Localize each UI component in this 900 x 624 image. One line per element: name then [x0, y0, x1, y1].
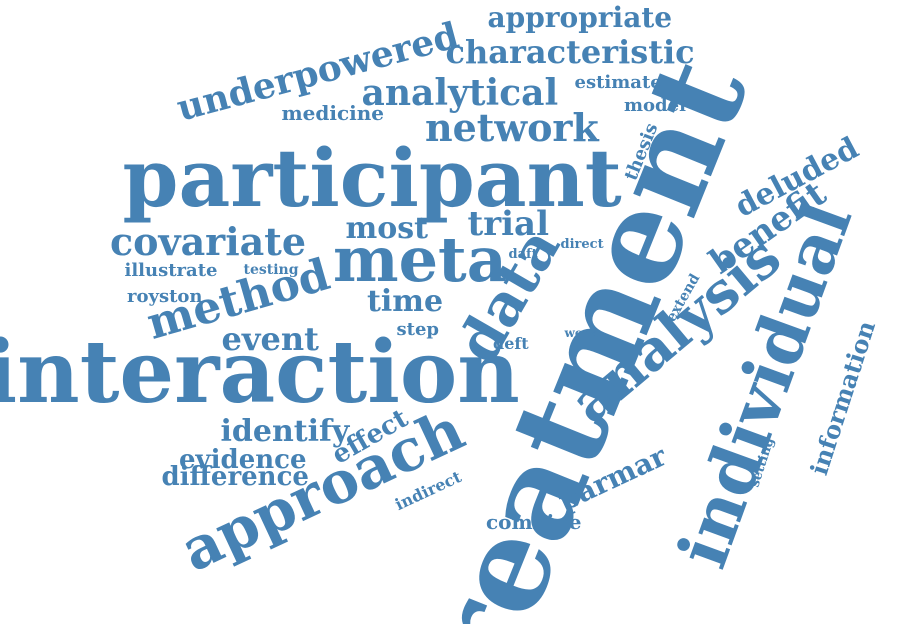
- word-testing: testing: [243, 262, 299, 278]
- word-participant: participant: [122, 131, 622, 225]
- word-appropriate: appropriate: [487, 1, 673, 34]
- word-illustrate: illustrate: [124, 260, 218, 281]
- word-step: step: [396, 319, 440, 340]
- word-most: most: [345, 211, 429, 246]
- word-event: event: [221, 320, 319, 358]
- word-estimate: estimate: [574, 72, 662, 93]
- word-daft: daft: [508, 246, 538, 262]
- word-meta: meta: [333, 223, 507, 296]
- word-network: network: [425, 105, 599, 150]
- word-medicine: medicine: [281, 101, 385, 125]
- word-evidence: evidence: [179, 445, 307, 475]
- word-combine: combine: [486, 510, 582, 534]
- word-trial: trial: [467, 204, 549, 244]
- word-direct: direct: [560, 236, 604, 252]
- word-interaction: interaction: [0, 322, 520, 423]
- word-difference: difference: [161, 462, 309, 492]
- word-characteristic: characteristic: [445, 33, 695, 71]
- word-deft: deft: [493, 334, 529, 353]
- word-work: work: [564, 326, 598, 340]
- word-analytical: analytical: [361, 72, 559, 114]
- word-identify: identify: [220, 414, 350, 449]
- word-time: time: [367, 284, 444, 319]
- word-model: model: [624, 95, 686, 116]
- word-royston: royston: [127, 286, 203, 307]
- word-covariate: covariate: [110, 219, 306, 264]
